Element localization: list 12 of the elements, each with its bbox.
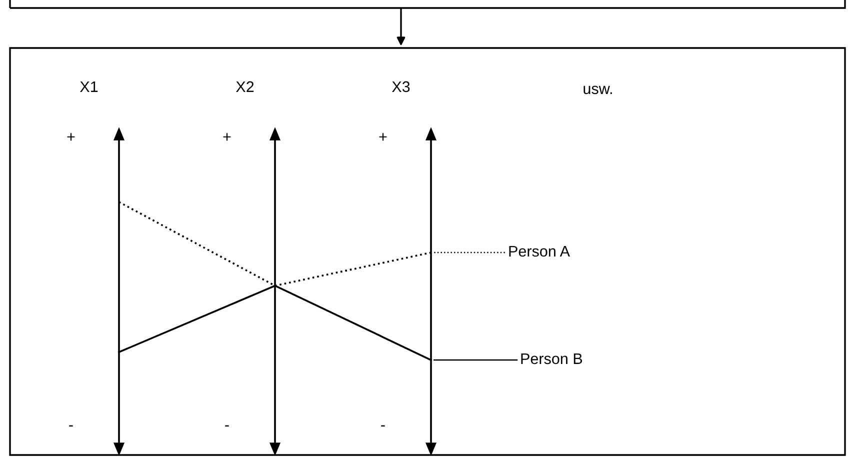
text: Person B — [521, 353, 582, 364]
text: + — [67, 133, 75, 141]
text: usw. — [584, 86, 612, 94]
x-tick-label: X1 — [80, 81, 98, 92]
text: + — [379, 133, 387, 141]
legend-label: Person A — [509, 246, 570, 257]
x-tick-label: X3 — [392, 81, 410, 92]
text: - — [381, 425, 385, 426]
text: + — [223, 133, 231, 141]
text: - — [69, 425, 73, 426]
text: - — [225, 425, 229, 426]
x-tick-label: X2 — [236, 81, 254, 92]
